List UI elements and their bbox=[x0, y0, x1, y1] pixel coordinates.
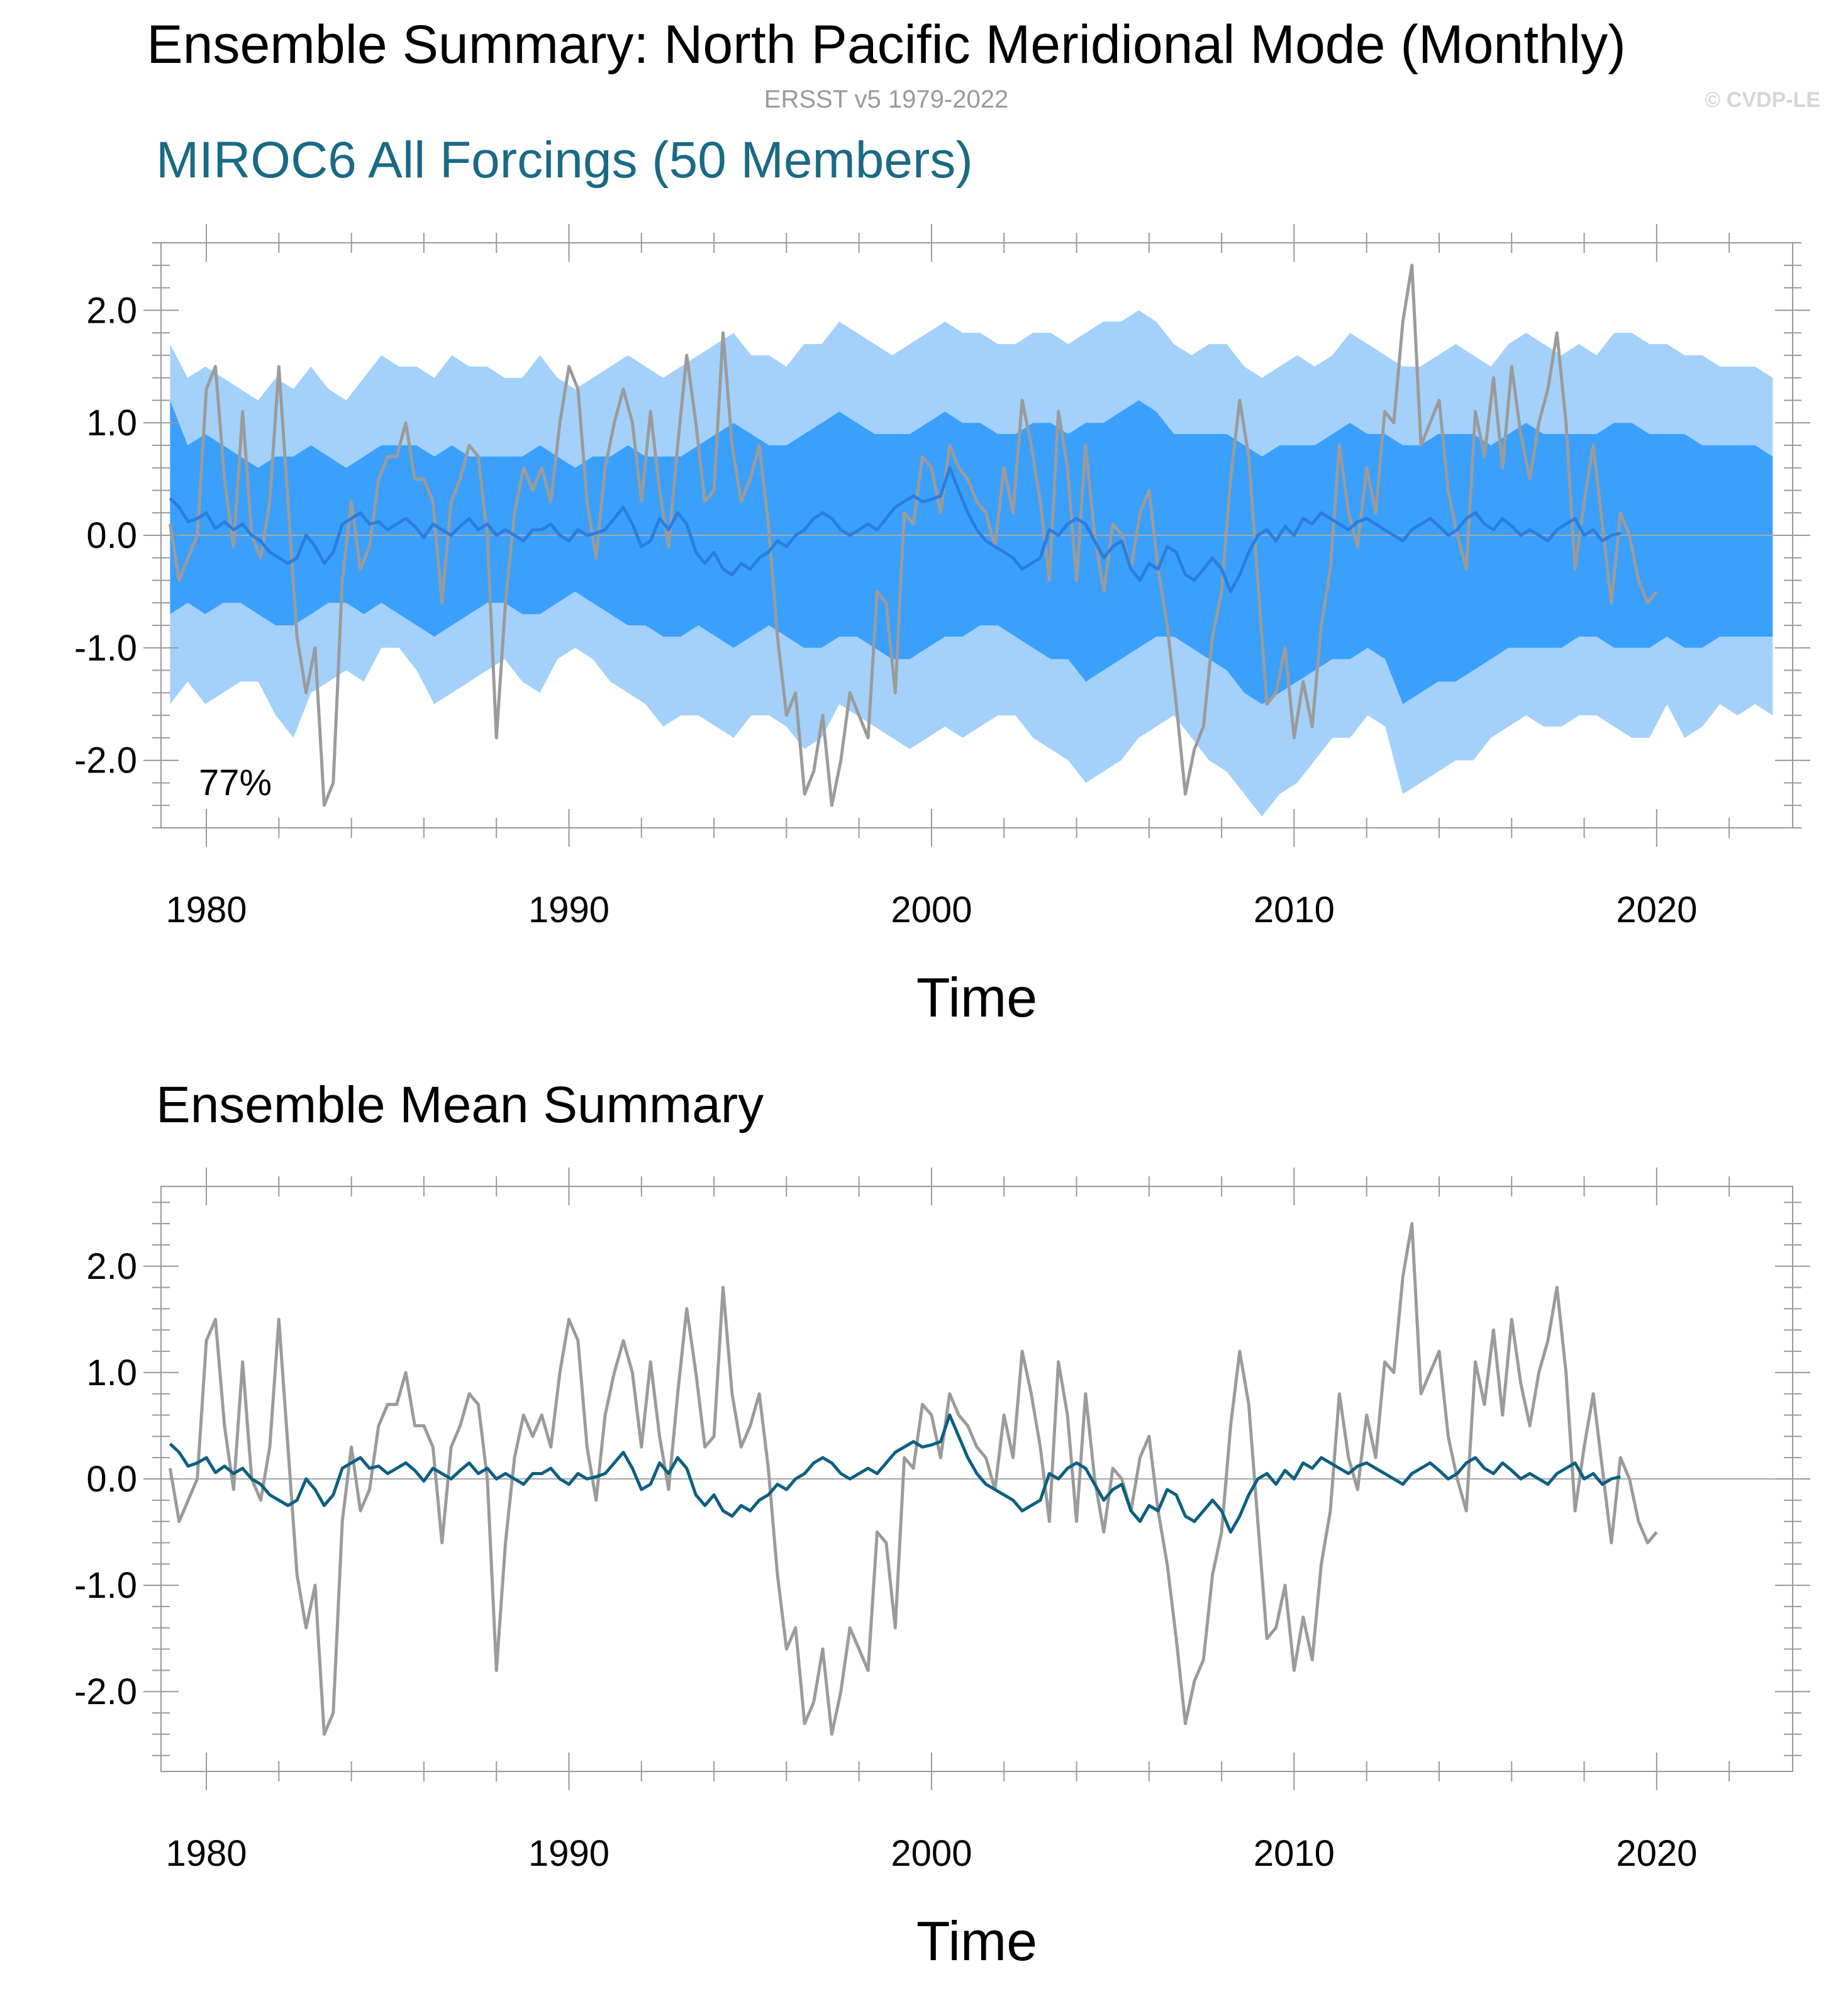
top-panel: 2.0 1.0 0.0 -1.0 -2.0 1980 1990 2000 2010 2020 Tim… bbox=[74, 224, 1810, 1029]
dataset-subtitle: ERSST v5 1979-2022 bbox=[764, 86, 1009, 113]
y-tick-label: 1.0 bbox=[86, 1352, 137, 1393]
y-tick-label: 2.0 bbox=[86, 1246, 137, 1287]
x-tick-label: 1990 bbox=[528, 1833, 610, 1874]
x-tick-label: 1980 bbox=[166, 1833, 247, 1874]
bottom-panel-title: Ensemble Mean Summary bbox=[156, 1076, 764, 1134]
y-tick-label: -2.0 bbox=[74, 1671, 137, 1712]
chart-main-title: Ensemble Summary: North Pacific Meridion… bbox=[147, 14, 1626, 75]
x-tick-label: 2020 bbox=[1616, 1833, 1697, 1874]
x-tick-label: 2000 bbox=[891, 1833, 972, 1874]
y-tick-label: -1.0 bbox=[74, 628, 137, 669]
x-tick-label: 2010 bbox=[1254, 1833, 1335, 1874]
x-tick-label: 2010 bbox=[1254, 889, 1335, 930]
bottom-panel: 2.0 1.0 0.0 -1.0 -2.0 1980 1990 2000 2010 2020 Tim… bbox=[74, 1168, 1810, 1972]
ensemble-mean-line bbox=[169, 466, 1621, 593]
y-tick-label: 2.0 bbox=[86, 290, 137, 331]
ensemble-interquartile-band bbox=[170, 400, 1773, 705]
top-panel-title: MIROC6 All Forcings (50 Members) bbox=[156, 131, 973, 189]
x-tick-label: 2020 bbox=[1616, 889, 1697, 930]
x-axis-title: Time bbox=[916, 966, 1037, 1029]
copyright-credit: © CVDP-LE bbox=[1705, 88, 1820, 112]
y-tick-label: 0.0 bbox=[86, 1459, 137, 1500]
x-tick-label: 1980 bbox=[166, 889, 247, 930]
observed-series-line bbox=[168, 1222, 1658, 1736]
x-axis-title: Time bbox=[916, 1910, 1037, 1972]
x-tick-label: 2000 bbox=[891, 889, 972, 930]
y-tick-label: -1.0 bbox=[74, 1565, 137, 1606]
rank-percentage-annotation: 77% bbox=[199, 762, 272, 803]
y-tick-label: 0.0 bbox=[86, 515, 137, 556]
ensemble-mean-line bbox=[169, 1413, 1621, 1534]
x-tick-label: 1990 bbox=[528, 889, 610, 930]
y-tick-label: -2.0 bbox=[74, 740, 137, 781]
observed-series-line bbox=[168, 264, 1658, 807]
y-tick-label: 1.0 bbox=[86, 403, 137, 443]
